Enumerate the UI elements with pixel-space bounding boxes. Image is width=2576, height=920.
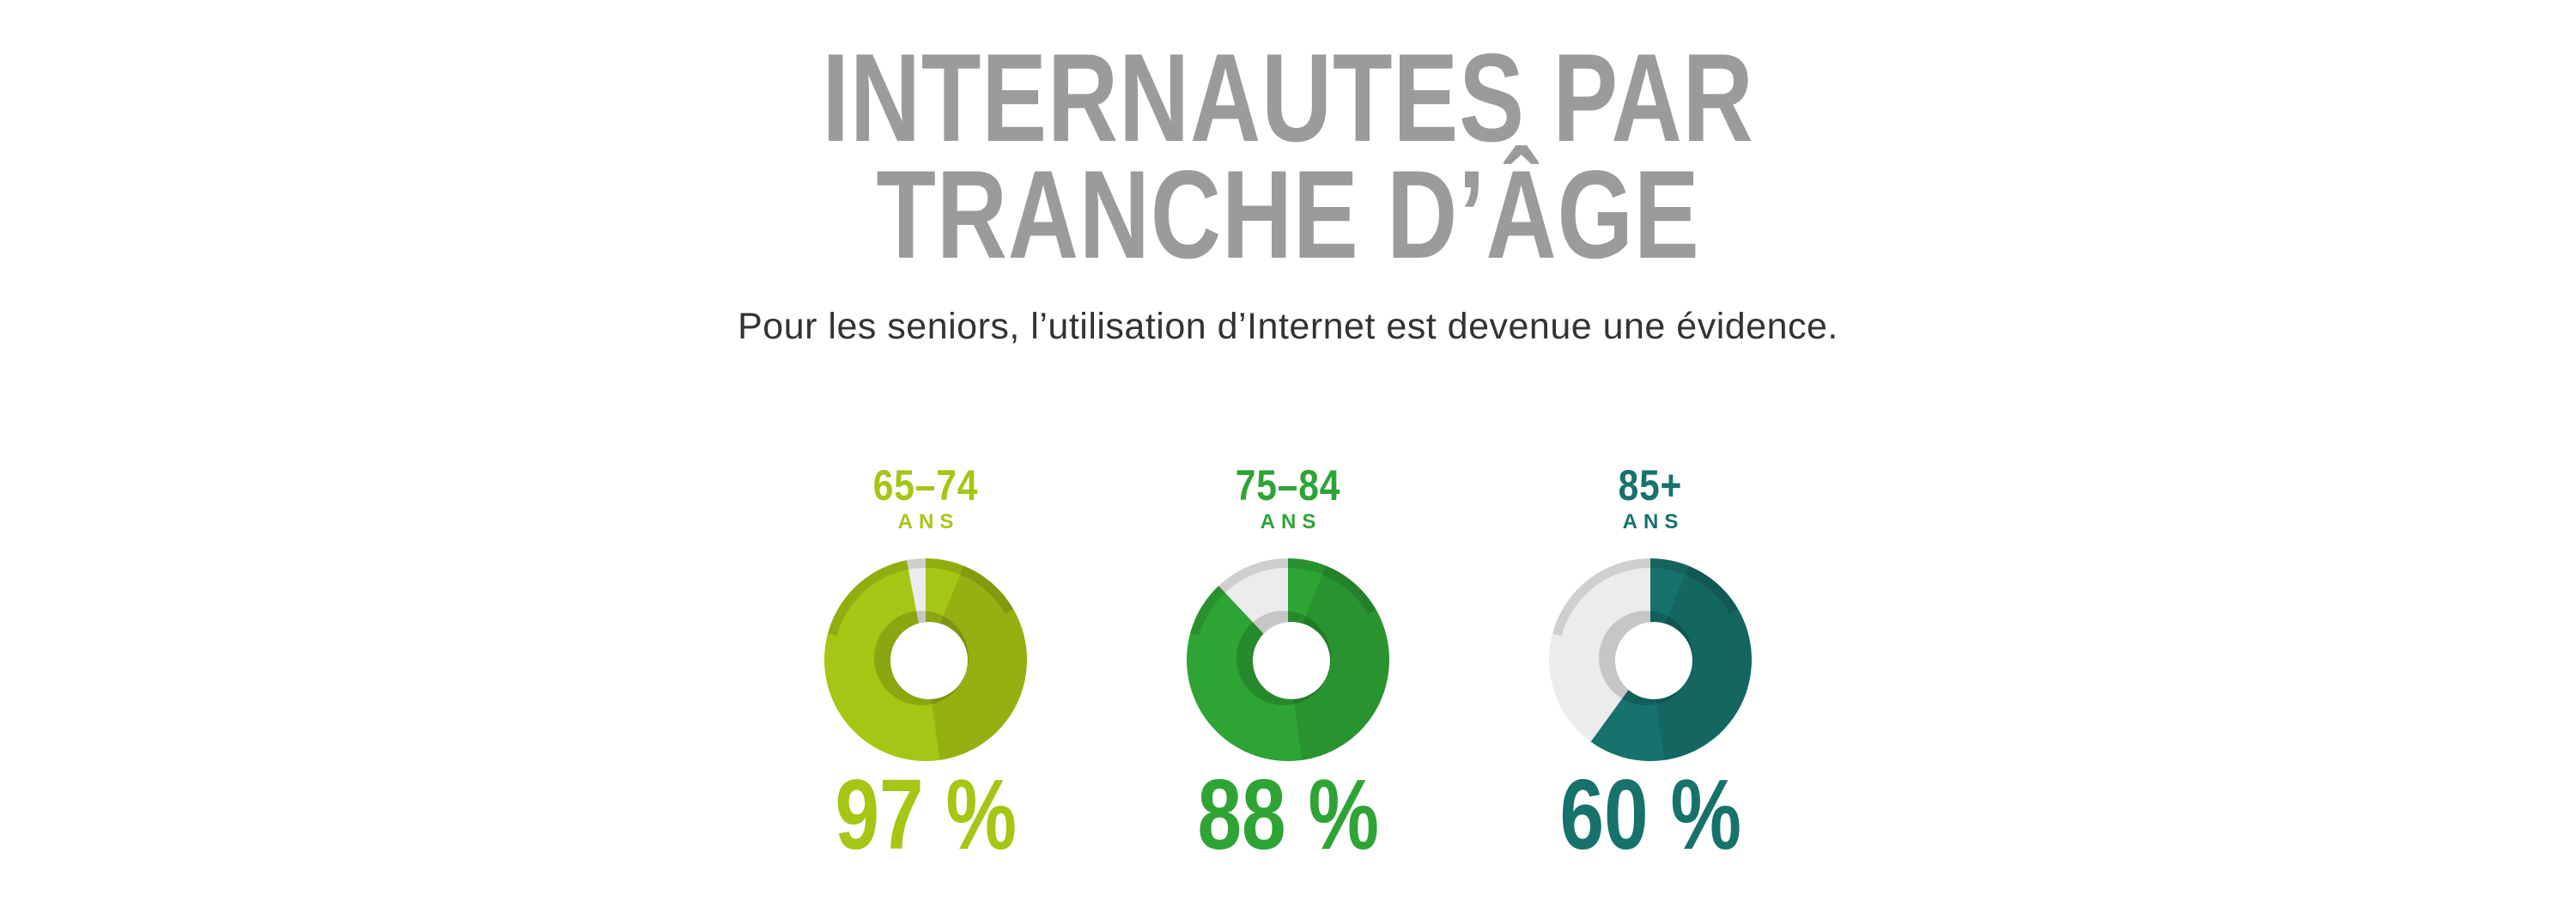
donut-segment-rest [1549,558,1650,742]
percentage-value: 97 % [835,759,1017,870]
donut-group-2: 75–84 ANS 88 % [1183,464,1393,864]
age-group-unit: ANS [897,510,960,533]
percentage-value: 88 % [1197,759,1379,870]
donut-shading-side [1288,565,1389,760]
page-title: INTERNAUTES PAR TRANCHE D’ÂGE [283,27,2293,284]
donut-chart [1549,558,1753,761]
page-title-line2: TRANCHE D’ÂGE [876,144,1700,284]
percentage-value: 60 % [1559,759,1741,870]
donut-hole [1615,622,1692,699]
age-group-label: 65–74 [872,461,979,509]
donut-shading-side [1650,565,1752,760]
donut-hole [890,622,968,699]
age-group-unit: ANS [1622,510,1685,533]
donut-group-3: 85+ ANS 60 % [1546,464,1755,864]
age-group-unit: ANS [1260,510,1322,533]
subtitle: Pour les seniors, l’utilisation d’Intern… [738,306,1838,347]
donut-shading-rim [828,558,1014,637]
donut-chart [1186,558,1389,761]
donut-group-1: 65–74 ANS 97 % [821,464,1030,864]
donut-shading-rim [1552,558,1739,637]
age-group-label: 75–84 [1235,461,1341,509]
donut-hole [1253,622,1330,699]
page-title-line1: INTERNAUTES PAR [822,27,1754,168]
donut-shading-side [926,565,1027,760]
donut-shading-rim [1190,558,1376,637]
donut-chart-row: 65–74 ANS 97 % 75–84 ANS 88 % 85+ ANS 60 % [0,464,2576,864]
donut-chart [824,558,1028,761]
age-group-label: 85+ [1618,461,1683,509]
